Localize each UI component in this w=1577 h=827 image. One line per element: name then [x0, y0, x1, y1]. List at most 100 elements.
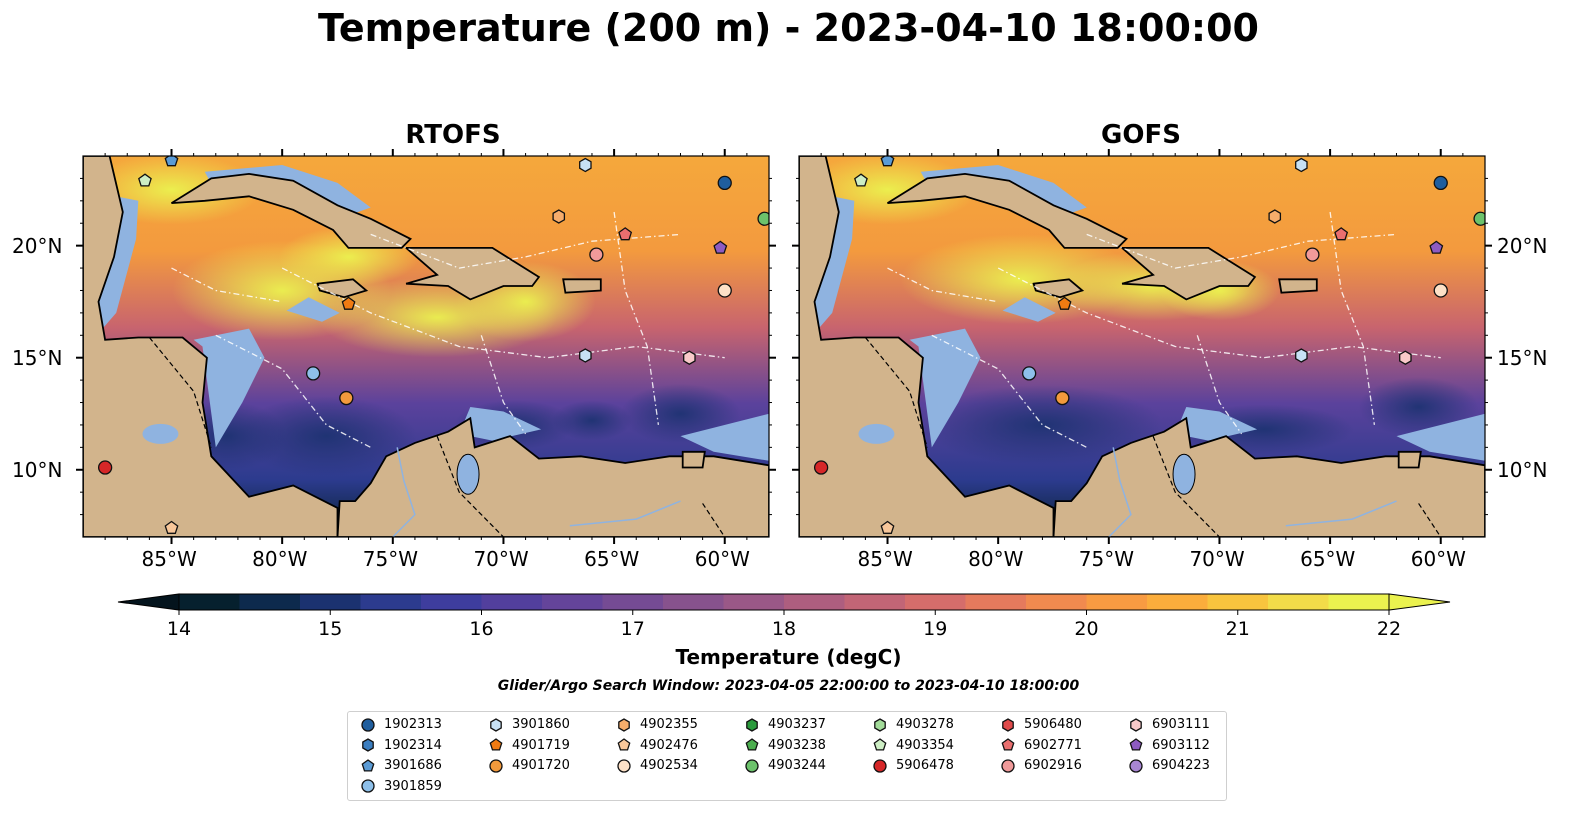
legend-item: 6902916 [1000, 756, 1082, 776]
legend-item: 3901686 [360, 756, 442, 776]
land-central-america [799, 156, 1055, 537]
legend-item: 4902534 [616, 756, 698, 776]
circle-icon [617, 758, 631, 773]
float-3901860-marker [1295, 157, 1308, 173]
float-6902771-marker [618, 227, 633, 241]
land-trinidad [681, 450, 706, 469]
legend-4903244-marker [745, 758, 759, 773]
colorbar-segment [481, 594, 543, 610]
land-central-america [83, 156, 339, 537]
float-4902355-marker [1268, 209, 1282, 224]
legend-4903238-marker [745, 738, 759, 751]
lon-tick-label: 60°W [694, 547, 750, 571]
hexagon-icon [1002, 717, 1014, 732]
shelf-area [286, 297, 340, 322]
float-1902313-marker [717, 175, 732, 191]
float-3901686-marker [880, 156, 895, 167]
cold-anomaly [236, 396, 417, 477]
colorbar-segment [1268, 594, 1329, 610]
river [1285, 500, 1397, 527]
legend-label: 4902534 [640, 758, 698, 773]
land-trinidad [1397, 450, 1422, 469]
float-4902534-marker [717, 283, 732, 298]
legend-label: 3901686 [384, 758, 442, 773]
hexagon-icon [746, 717, 758, 732]
legend-label: 5906480 [1024, 717, 1082, 732]
colorbar [117, 593, 1451, 615]
legend-4901719-marker [489, 738, 503, 751]
float-4902534-marker [1433, 283, 1448, 298]
colorbar-max-extend [1388, 593, 1451, 611]
colorbar-tick-label: 16 [469, 618, 494, 640]
lon-tick-label: 85°W [141, 547, 197, 571]
shelf-area [1396, 413, 1485, 461]
legend-item: 4903244 [744, 756, 826, 776]
legend-label: 5906478 [896, 758, 954, 773]
circle-icon [361, 717, 375, 732]
pentagon-icon [617, 738, 631, 751]
legend-label: 6902916 [1024, 758, 1082, 773]
colorbar-segment [300, 594, 361, 610]
legend-3901686-marker [361, 758, 375, 772]
map-frames [76, 149, 1492, 544]
cold-anomaly [1358, 377, 1479, 438]
colorbar-tick-label: 17 [620, 618, 645, 640]
legend-label: 4901719 [512, 737, 570, 753]
legend-item: 4903238 [744, 736, 826, 756]
shelf-area [193, 328, 265, 448]
legend-label: 4903244 [768, 758, 826, 773]
float-4901720-marker [339, 390, 354, 406]
float-4902476-marker [164, 520, 179, 534]
pentagon-icon [1001, 738, 1015, 751]
hexagon-icon [1130, 717, 1142, 732]
legend-4902476-marker [617, 738, 631, 751]
legend-item: 6902771 [1000, 736, 1082, 756]
legend-item: 6904223 [1128, 756, 1210, 776]
float-1902313-marker [1433, 175, 1448, 191]
shelf-area [909, 328, 981, 448]
legend-item: 1902313 [360, 715, 442, 735]
colorbar-segment [542, 594, 603, 610]
float-6903111-marker [1399, 350, 1412, 365]
float-4901720-marker [1055, 390, 1070, 406]
legend-item: 1902314 [360, 736, 442, 756]
legend-4901720-marker [489, 758, 503, 773]
lon-tick-label: 75°W [362, 547, 419, 571]
colorbar-segment [602, 594, 664, 610]
colorbar-segment [663, 594, 724, 610]
figure-title: Temperature (200 m) - 2023-04-10 18:00:0… [317, 6, 1259, 50]
map-panel-rtofs [83, 156, 769, 537]
colorbar-segment [723, 594, 785, 610]
colorbar-segment [179, 594, 240, 610]
legend-item: 4901719 [488, 736, 570, 756]
country-border [436, 435, 504, 537]
lake-maracaibo [456, 453, 480, 495]
float-3901860-marker [579, 348, 592, 363]
legend-5906478-marker [873, 758, 887, 773]
map-frame [82, 155, 770, 538]
legend-label: 1902313 [384, 717, 442, 732]
eez-boundary [215, 334, 371, 448]
float-6903112-marker [1429, 240, 1444, 254]
hexagon-icon [490, 717, 502, 732]
map-frame [798, 155, 1486, 538]
eez-boundary [931, 334, 1087, 448]
pentagon-icon [361, 758, 375, 772]
land-cuba [171, 172, 413, 249]
pentagon-icon [873, 738, 887, 751]
float-6903111-marker [683, 350, 696, 365]
eez-boundary [887, 267, 999, 303]
lat-tick-label: 15°N [1497, 345, 1548, 370]
legend-label: 6904223 [1152, 758, 1210, 773]
legend-item: 4901720 [488, 756, 570, 776]
float-5906478-marker [97, 460, 113, 475]
float-6902771-marker [1334, 227, 1349, 241]
pentagon-icon [1129, 738, 1143, 751]
lake-nicaragua [142, 423, 179, 444]
river [569, 500, 681, 527]
legend-4903278-marker [874, 717, 886, 732]
land-jamaica [1032, 278, 1085, 299]
float-4902476-marker [880, 520, 895, 534]
colorbar-segment [965, 594, 1027, 610]
country-border [702, 503, 726, 537]
